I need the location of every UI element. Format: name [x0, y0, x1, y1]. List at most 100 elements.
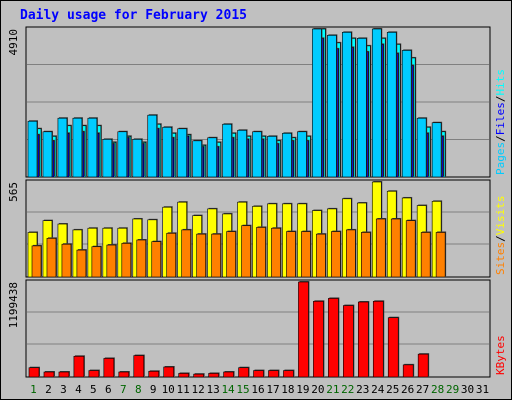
bar-sites-day-22: [346, 229, 356, 278]
bar-kbytes-day-13: [208, 373, 219, 378]
bar-kbytes-day-21: [328, 298, 339, 378]
bar-pages-day-8: [132, 139, 143, 178]
bar-pages-day-14: [222, 123, 232, 178]
legend-separator: /: [494, 96, 507, 103]
y-max-label-middle: 565: [7, 182, 20, 202]
bar-sites-day-3: [61, 243, 72, 278]
bar-sites-day-26: [405, 220, 416, 278]
x-tick-day-8: 8: [135, 383, 142, 396]
bar-pages-day-9: [147, 114, 158, 178]
bar-pages-day-7: [117, 131, 128, 178]
y-max-label-bottom: 1199438: [7, 282, 20, 328]
bar-kbytes-day-9: [148, 370, 160, 378]
x-tick-day-16: 16: [251, 383, 264, 396]
x-tick-day-18: 18: [281, 383, 294, 396]
bar-pages-day-21: [327, 35, 337, 178]
bar-sites-day-19: [301, 231, 311, 278]
legend-bottom: KBytes: [494, 335, 507, 375]
bar-sites-day-24: [375, 218, 386, 278]
x-tick-day-25: 25: [386, 383, 399, 396]
bar-pages-day-23: [356, 38, 367, 178]
bar-pages-day-18: [282, 132, 292, 178]
x-tick-day-24: 24: [371, 383, 385, 396]
x-tick-day-1: 1: [30, 383, 37, 396]
bar-kbytes-day-22: [343, 305, 354, 378]
bar-pages-day-15: [237, 129, 247, 178]
bar-pages-day-3: [57, 117, 68, 178]
bar-sites-day-16: [256, 227, 266, 278]
bar-sites-day-13: [211, 233, 221, 278]
x-tick-day-14: 14: [221, 383, 235, 396]
x-tick-day-13: 13: [206, 383, 219, 396]
x-tick-day-12: 12: [192, 383, 205, 396]
x-tick-day-19: 19: [296, 383, 309, 396]
bar-sites-day-27: [420, 232, 431, 278]
bar-kbytes-day-8: [133, 355, 145, 378]
legend-visits: Visits: [494, 196, 507, 236]
bar-sites-day-7: [121, 243, 132, 278]
x-tick-day-3: 3: [60, 383, 67, 396]
bar-pages-day-27: [416, 117, 427, 178]
x-tick-day-10: 10: [162, 383, 175, 396]
bar-sites-day-14: [226, 231, 236, 278]
bar-kbytes-day-3: [58, 371, 70, 378]
x-tick-day-6: 6: [105, 383, 112, 396]
bar-pages-day-5: [87, 117, 98, 178]
bar-kbytes-day-4: [73, 355, 85, 378]
x-tick-day-17: 17: [266, 383, 279, 396]
x-tick-day-2: 2: [45, 383, 52, 396]
bar-kbytes-day-14: [223, 371, 234, 378]
bar-pages-day-12: [192, 140, 202, 178]
x-tick-day-20: 20: [311, 383, 324, 396]
bar-pages-day-24: [371, 28, 382, 178]
bar-kbytes-day-6: [103, 358, 115, 378]
legend-top: Pages/Files/Hits: [494, 69, 507, 175]
bar-sites-day-28: [435, 232, 446, 278]
panel-bottom-background: [25, 279, 491, 378]
x-tick-day-7: 7: [120, 383, 127, 396]
legend-sites: Sites: [494, 242, 507, 275]
bar-sites-day-25: [390, 218, 401, 278]
bar-sites-day-20: [316, 233, 326, 278]
bar-pages-day-4: [72, 117, 83, 178]
bar-sites-day-15: [241, 225, 251, 278]
chart-title: Daily usage for February 2015: [20, 8, 247, 23]
bar-kbytes-day-16: [253, 370, 264, 378]
legend-separator: /: [494, 235, 507, 242]
x-tick-day-15: 15: [236, 383, 249, 396]
bar-kbytes-day-1: [28, 367, 40, 378]
legend-pages: Pages: [494, 142, 507, 175]
bar-sites-day-8: [136, 239, 147, 278]
bar-kbytes-day-24: [372, 300, 384, 378]
bar-pages-day-19: [297, 131, 307, 178]
bar-kbytes-day-20: [313, 300, 324, 378]
bar-pages-day-28: [431, 122, 442, 178]
bar-kbytes-day-23: [357, 301, 369, 378]
bar-sites-day-18: [286, 231, 296, 278]
bar-pages-day-16: [252, 131, 262, 178]
x-tick-day-5: 5: [90, 383, 97, 396]
x-tick-day-30: 30: [461, 383, 474, 396]
legend-kbytes: KBytes: [494, 335, 507, 375]
bar-sites-day-21: [331, 231, 341, 278]
bar-pages-day-20: [312, 28, 322, 178]
y-max-label-top: 4910: [7, 29, 20, 56]
bar-kbytes-day-15: [238, 367, 249, 378]
bar-pages-day-1: [27, 120, 38, 178]
bar-kbytes-day-17: [268, 370, 279, 378]
legend-separator: /: [494, 135, 507, 142]
bar-pages-day-13: [207, 137, 217, 178]
bar-pages-day-10: [162, 126, 173, 178]
bar-pages-day-25: [386, 32, 397, 178]
x-tick-day-4: 4: [75, 383, 82, 396]
bar-kbytes-day-7: [118, 371, 130, 378]
x-tick-day-31: 31: [476, 383, 489, 396]
bar-kbytes-day-11: [178, 373, 189, 378]
bar-pages-day-22: [342, 32, 352, 178]
bar-sites-day-4: [76, 249, 87, 278]
bar-pages-day-17: [267, 136, 277, 178]
x-tick-day-9: 9: [150, 383, 157, 396]
legend-hits: Hits: [494, 69, 507, 96]
bar-sites-day-6: [106, 244, 117, 278]
